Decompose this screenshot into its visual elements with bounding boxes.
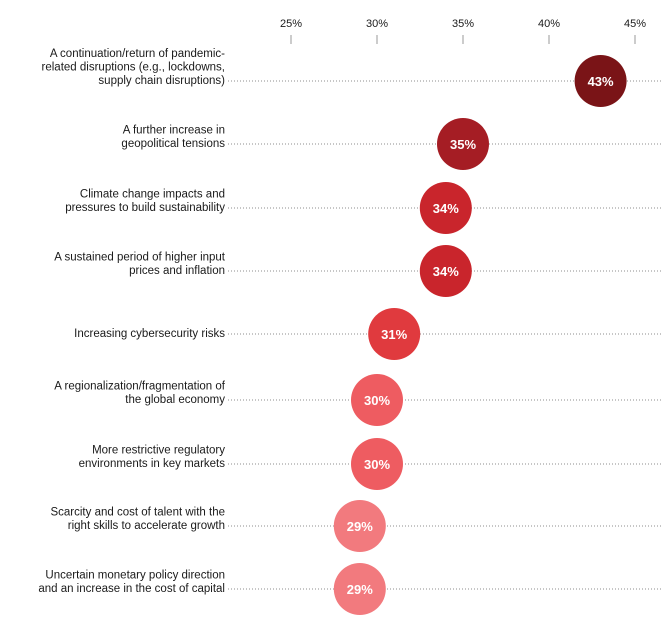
x-tick-label: 45% bbox=[624, 18, 646, 30]
value-bubble bbox=[419, 245, 472, 297]
category-label: A regionalization/fragmentation of bbox=[54, 381, 225, 393]
value-label: 30% bbox=[364, 457, 390, 472]
value-bubble bbox=[351, 374, 403, 426]
x-tick-label: 25% bbox=[280, 18, 302, 30]
chart-row: More restrictive regulatoryenvironments … bbox=[79, 438, 662, 490]
category-label: A continuation/return of pandemic- bbox=[50, 48, 225, 60]
value-bubble bbox=[419, 182, 472, 234]
value-bubble bbox=[574, 55, 627, 107]
value-bubble bbox=[333, 563, 386, 615]
value-bubble bbox=[351, 438, 403, 490]
value-label: 34% bbox=[433, 264, 459, 279]
chart-row: A sustained period of higher inputprices… bbox=[54, 245, 662, 297]
category-label: prices and inflation bbox=[129, 265, 225, 277]
value-label: 35% bbox=[450, 137, 476, 152]
value-label: 29% bbox=[347, 582, 373, 597]
category-label: A further increase in bbox=[123, 125, 225, 137]
value-label: 29% bbox=[347, 519, 373, 534]
category-label: related disruptions (e.g., lockdowns, bbox=[42, 62, 225, 74]
value-label: 43% bbox=[588, 74, 614, 89]
category-label: Scarcity and cost of talent with the bbox=[50, 507, 225, 519]
chart-row: A continuation/return of pandemic-relate… bbox=[42, 48, 662, 107]
value-bubble bbox=[333, 500, 386, 552]
category-label: supply chain disruptions) bbox=[98, 75, 225, 87]
category-label: More restrictive regulatory bbox=[92, 445, 225, 457]
category-label: and an increase in the cost of capital bbox=[38, 583, 225, 595]
chart-row: Scarcity and cost of talent with therigh… bbox=[50, 500, 662, 552]
x-tick-label: 30% bbox=[366, 18, 388, 30]
category-label: A sustained period of higher input bbox=[54, 252, 226, 264]
value-label: 30% bbox=[364, 393, 390, 408]
x-axis-ticks: 25% 30% 35% 40% 45% bbox=[280, 18, 646, 44]
category-label: Climate change impacts and bbox=[80, 189, 225, 201]
category-label: right skills to accelerate growth bbox=[68, 520, 225, 532]
value-bubble bbox=[368, 308, 421, 360]
value-bubble bbox=[437, 118, 489, 170]
category-label: the global economy bbox=[125, 394, 225, 406]
category-label: Uncertain monetary policy direction bbox=[45, 570, 225, 582]
chart-rows: A continuation/return of pandemic-relate… bbox=[38, 48, 662, 615]
category-label: pressures to build sustainability bbox=[65, 202, 225, 214]
category-label: environments in key markets bbox=[79, 458, 226, 470]
x-tick-label: 40% bbox=[538, 18, 560, 30]
category-label: Increasing cybersecurity risks bbox=[74, 328, 225, 340]
chart-row: Increasing cybersecurity risks 31% bbox=[74, 308, 662, 360]
category-label: geopolitical tensions bbox=[121, 138, 225, 150]
value-label: 34% bbox=[433, 201, 459, 216]
value-label: 31% bbox=[381, 327, 407, 342]
x-tick-label: 35% bbox=[452, 18, 474, 30]
